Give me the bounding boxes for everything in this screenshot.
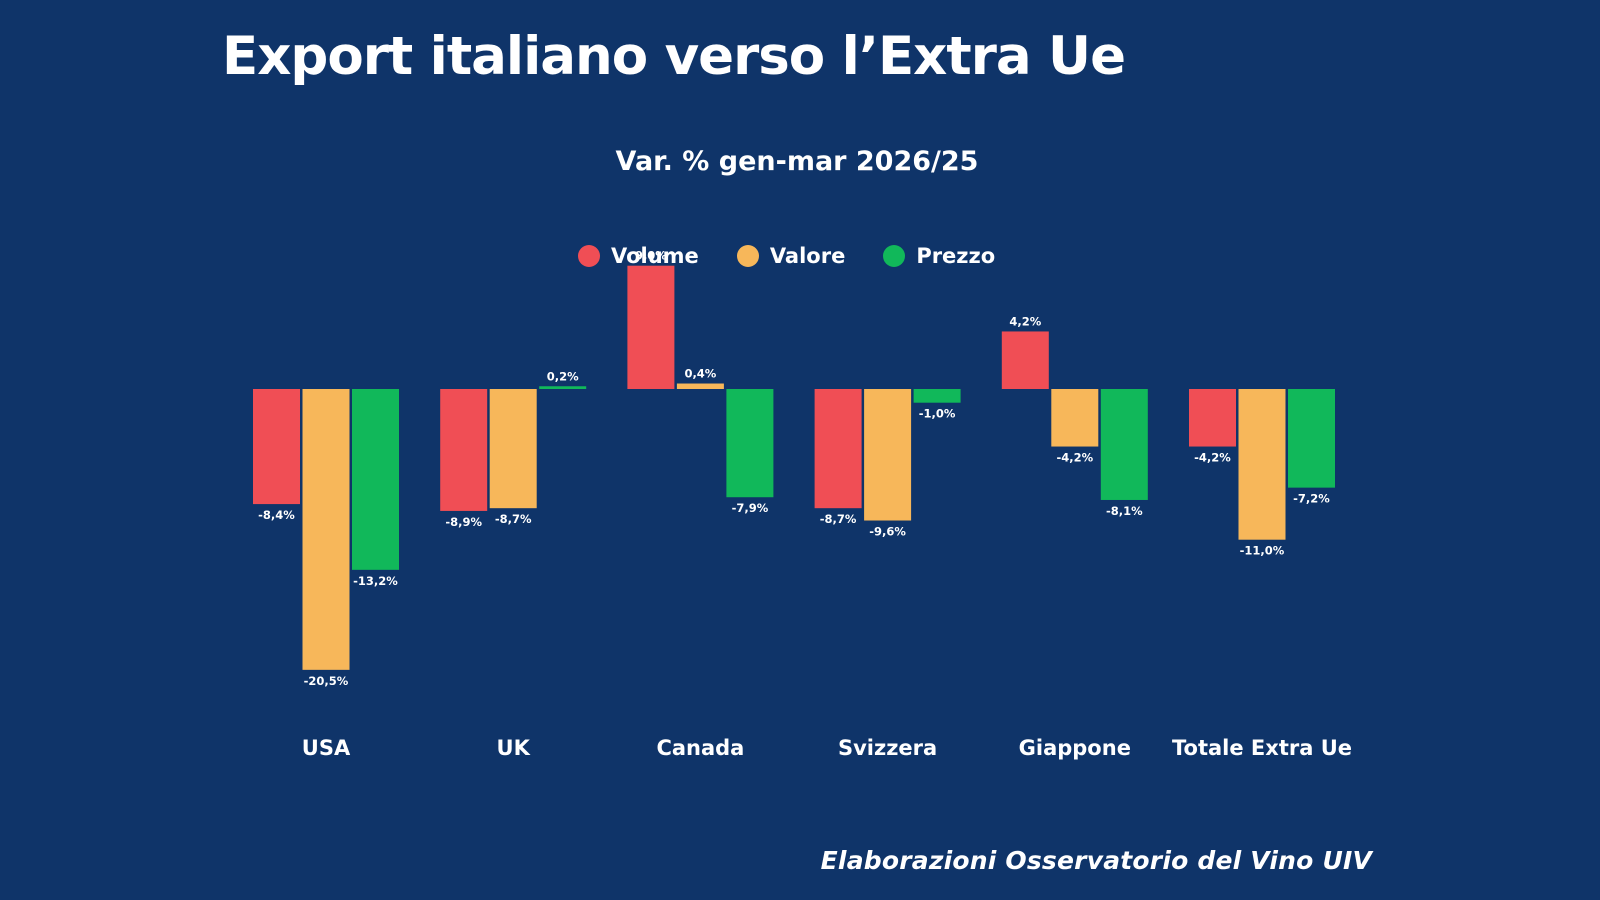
page-title: Export italiano verso l’Extra Ue bbox=[222, 26, 1126, 87]
chart-legend: Volume Valore Prezzo bbox=[578, 244, 995, 268]
data-label-giappone-valore: -4,2% bbox=[1056, 451, 1093, 465]
data-label-totale-extra-ue-prezzo: -7,2% bbox=[1293, 492, 1330, 506]
category-label-uk: UK bbox=[497, 736, 531, 760]
data-label-usa-valore: -20,5% bbox=[304, 674, 349, 688]
data-label-canada-valore: 0,4% bbox=[684, 367, 716, 381]
legend-item-valore: Valore bbox=[736, 244, 846, 268]
data-label-giappone-volume: 4,2% bbox=[1009, 314, 1041, 328]
legend-label-volume: Volume bbox=[611, 244, 699, 268]
category-label-canada: Canada bbox=[656, 736, 744, 760]
bar-usa-volume bbox=[253, 389, 300, 505]
bar-canada-valore bbox=[676, 383, 724, 389]
bar-uk-valore bbox=[489, 389, 537, 509]
category-label-svizzera: Svizzera bbox=[838, 736, 937, 760]
legend-swatch-prezzo bbox=[883, 245, 906, 267]
source-credit: Elaborazioni Osservatorio del Vino UIV bbox=[820, 846, 1372, 875]
data-label-svizzera-volume: -8,7% bbox=[820, 512, 857, 526]
bar-canada-prezzo bbox=[726, 389, 774, 498]
data-label-uk-prezzo: 0,2% bbox=[547, 369, 579, 383]
category-label-totale-extra-ue: Totale Extra Ue bbox=[1172, 736, 1352, 760]
legend-swatch-valore bbox=[736, 245, 759, 267]
data-label-canada-prezzo: -7,9% bbox=[732, 501, 769, 515]
data-label-totale-extra-ue-volume: -4,2% bbox=[1194, 451, 1231, 465]
bar-totale-extra-ue-volume bbox=[1189, 389, 1236, 447]
bar-giappone-valore bbox=[1051, 389, 1099, 447]
data-label-usa-prezzo: -13,2% bbox=[353, 574, 398, 588]
data-label-svizzera-prezzo: -1,0% bbox=[919, 407, 956, 421]
bar-uk-volume bbox=[440, 389, 488, 511]
bar-totale-extra-ue-prezzo bbox=[1288, 389, 1335, 488]
bar-usa-prezzo bbox=[352, 389, 399, 570]
bar-canada-volume bbox=[627, 265, 675, 389]
data-label-svizzera-valore: -9,6% bbox=[869, 525, 906, 539]
bar-uk-prezzo bbox=[539, 386, 587, 389]
bar-svizzera-volume bbox=[814, 389, 862, 509]
data-label-totale-extra-ue-valore: -11,0% bbox=[1240, 544, 1285, 558]
legend-item-volume: Volume bbox=[578, 244, 699, 268]
chart-subtitle: Var. % gen-mar 2026/25 bbox=[615, 146, 979, 177]
legend-item-prezzo: Prezzo bbox=[883, 244, 995, 268]
data-label-uk-volume: -8,9% bbox=[445, 515, 482, 529]
bar-giappone-prezzo bbox=[1100, 389, 1148, 500]
legend-label-prezzo: Prezzo bbox=[916, 244, 996, 268]
data-label-usa-volume: -8,4% bbox=[258, 508, 295, 522]
bar-totale-extra-ue-valore bbox=[1238, 389, 1286, 540]
category-label-giappone: Giappone bbox=[1019, 736, 1131, 760]
bar-giappone-volume bbox=[1001, 331, 1049, 389]
bar-usa-valore bbox=[302, 389, 350, 670]
legend-swatch-volume bbox=[578, 245, 600, 267]
bar-svizzera-prezzo bbox=[913, 389, 961, 403]
bar-svizzera-valore bbox=[864, 389, 912, 521]
data-label-giappone-prezzo: -8,1% bbox=[1106, 504, 1143, 518]
category-label-usa: USA bbox=[302, 736, 351, 760]
data-label-canada-volume: 9,0% bbox=[635, 249, 667, 263]
legend-label-valore: Valore bbox=[769, 244, 846, 268]
data-label-uk-valore: -8,7% bbox=[495, 512, 532, 526]
